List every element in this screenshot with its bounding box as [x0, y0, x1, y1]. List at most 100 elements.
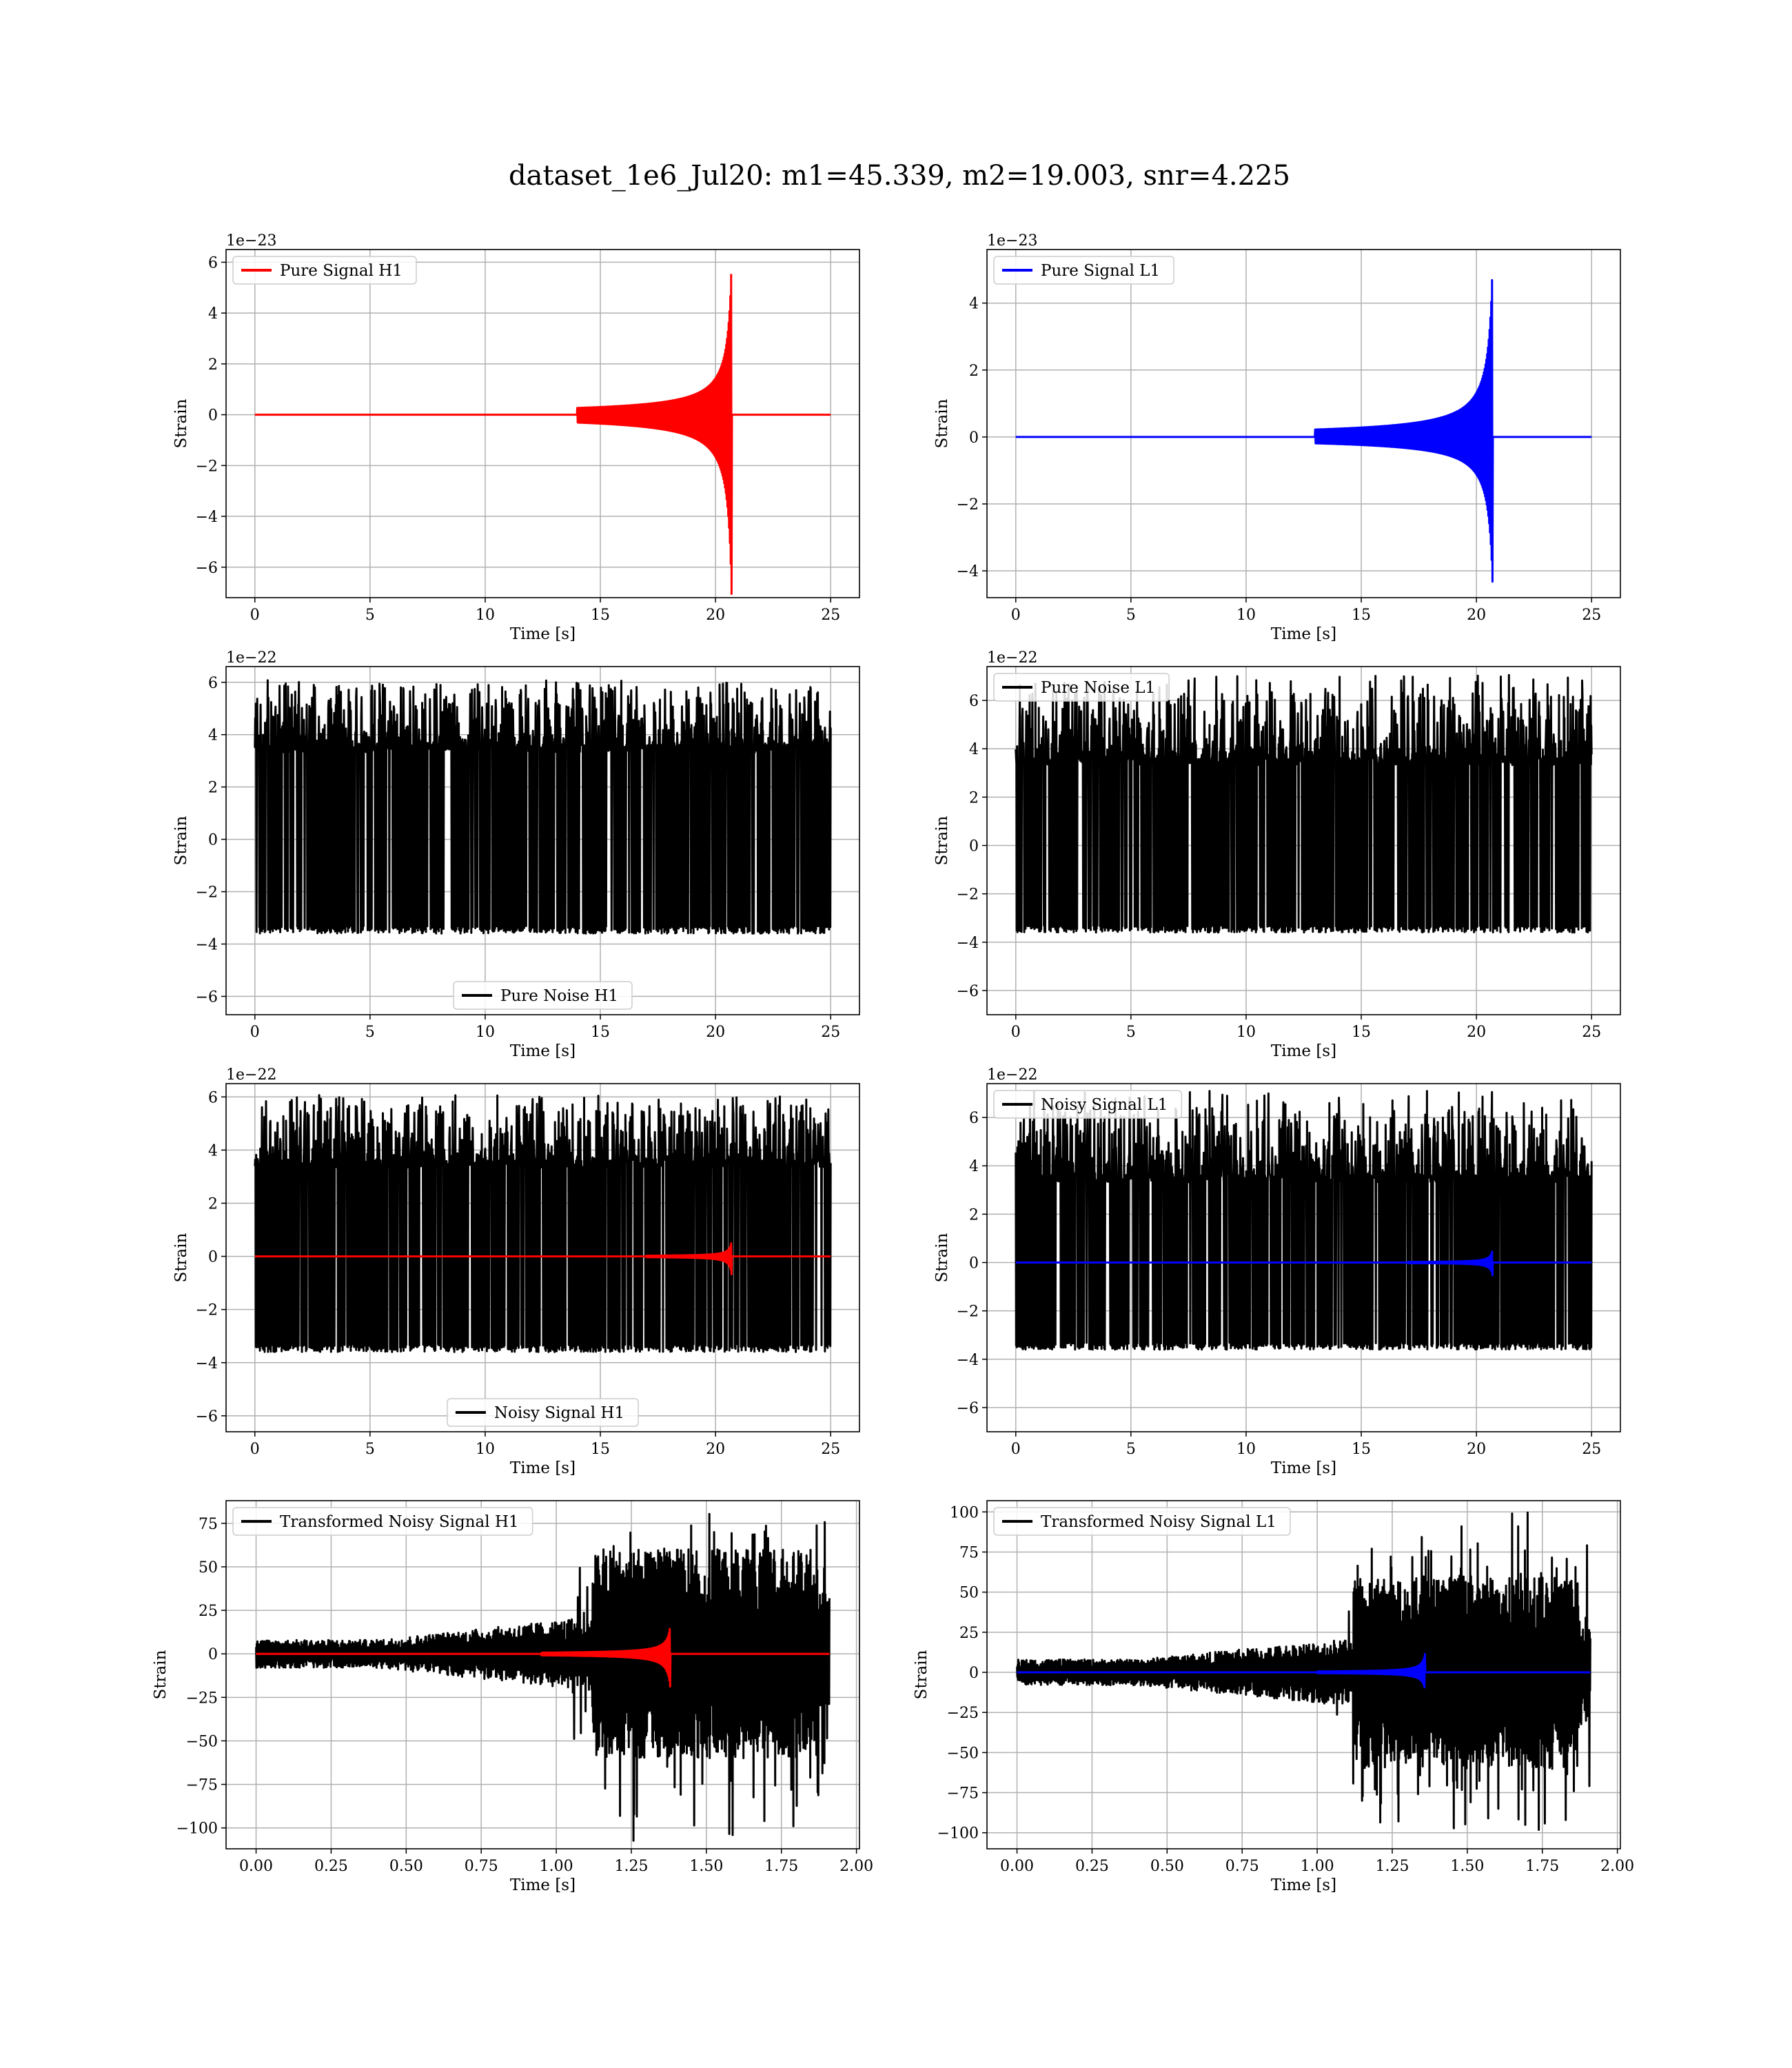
x-tick-label: 10: [476, 1024, 495, 1041]
x-tick-label: 20: [1467, 1441, 1486, 1458]
x-tick-label: 20: [706, 1441, 725, 1458]
y-axis-label: Strain: [933, 815, 951, 865]
x-tick-label: 2.00: [1600, 1858, 1634, 1875]
y-tick-label: −4: [196, 936, 218, 953]
x-tick-label: 5: [365, 1024, 375, 1041]
axis-offset-label: 1e−22: [226, 1066, 276, 1084]
legend-box: [993, 1507, 1291, 1536]
x-tick-label: 1.25: [1375, 1858, 1409, 1875]
y-tick-label: 6: [969, 1110, 979, 1127]
legend-box: [232, 1507, 533, 1536]
series-line: [255, 1512, 831, 1842]
x-tick-label: 5: [1126, 1024, 1136, 1041]
series-line: [1015, 278, 1593, 583]
x-tick-label: 1.25: [614, 1858, 648, 1875]
x-tick-label: 0.50: [389, 1858, 423, 1875]
y-tick-label: 0: [208, 407, 218, 425]
subplot-4: 0 5 10 15 20 25 −6 −4 −2 0 2 4 6 Time [s] Strain 1e−22P…: [933, 649, 1621, 1060]
series-line: [254, 1242, 832, 1276]
x-tick-label: 5: [1126, 607, 1136, 624]
x-tick-label: 15: [591, 607, 610, 624]
x-tick-label: 5: [1126, 1441, 1136, 1458]
legend-label: Transformed Noisy Signal L1: [1041, 1513, 1276, 1531]
x-axis-label: Time [s]: [510, 625, 576, 643]
y-tick-label: −25: [186, 1690, 218, 1707]
subplot-3: 0 5 10 15 20 25 −6 −4 −2 0 2 4 6 Time [s] Strain 1e−22 P…: [172, 649, 860, 1060]
x-tick-label: 10: [1236, 1024, 1256, 1041]
y-tick-label: 0: [208, 1646, 218, 1663]
axis-offset-label: 1e−22: [987, 1066, 1037, 1084]
legend: Noisy Signal L1: [993, 1090, 1183, 1119]
x-axis-label: Time [s]: [510, 1876, 576, 1894]
y-tick-label: −2: [957, 496, 979, 514]
y-tick-label: 50: [198, 1559, 218, 1577]
subplot-7: 0.00 0.25 0.50 0.75 1.00 1.25 1.50 1.75 2.00 −100…: [152, 1500, 873, 1894]
y-tick-label: 2: [208, 780, 218, 797]
legend-box: [453, 981, 633, 1010]
y-tick-label: −4: [957, 563, 979, 580]
x-tick-label: 10: [1236, 607, 1256, 624]
x-tick-label: 25: [1582, 607, 1601, 624]
y-tick-label: 2: [969, 789, 979, 807]
x-tick-label: 1.75: [764, 1858, 798, 1875]
series-line: [1016, 1511, 1591, 1831]
x-tick-label: 20: [706, 607, 725, 624]
legend: Pure Noise L1: [993, 673, 1170, 702]
y-tick-label: 2: [969, 363, 979, 380]
y-tick-label: 4: [208, 305, 218, 323]
y-tick-label: 4: [208, 727, 218, 744]
x-tick-label: 0.00: [239, 1858, 273, 1875]
series-line: [1015, 1250, 1593, 1277]
subplot-5: 0 5 10 15 20 25 −6 −4 −2 0 2 4 6 Time [s] Strain 1e−22 N…: [172, 1066, 860, 1477]
y-tick-label: 50: [959, 1585, 979, 1602]
x-tick-label: 15: [591, 1024, 610, 1041]
axes-frame: [986, 249, 1621, 598]
x-tick-label: 2.00: [839, 1858, 873, 1875]
y-axis-label: Strain: [913, 1650, 930, 1699]
y-tick-label: 4: [969, 296, 979, 313]
axes-frame: [986, 1500, 1621, 1849]
y-tick-label: −75: [186, 1777, 218, 1794]
axes-frame: [225, 249, 860, 598]
legend: Transformed Noisy Signal L1: [993, 1507, 1291, 1536]
y-tick-label: 25: [198, 1603, 218, 1620]
x-tick-label: 0: [1011, 1024, 1021, 1041]
y-tick-label: 75: [959, 1544, 979, 1561]
x-tick-label: 25: [821, 1441, 840, 1458]
x-tick-label: 10: [476, 1441, 495, 1458]
y-tick-label: 0: [969, 429, 979, 447]
y-tick-label: −4: [957, 935, 979, 952]
series-line: [254, 274, 832, 595]
axis-offset-label: 1e−23: [987, 232, 1037, 250]
x-tick-label: 0.00: [1000, 1858, 1034, 1875]
legend-label: Pure Signal H1: [280, 262, 403, 280]
axis-offset-label: 1e−22: [987, 649, 1037, 667]
y-tick-label: 0: [969, 838, 979, 855]
x-axis-label: Time [s]: [1271, 1042, 1336, 1060]
y-tick-label: 4: [969, 741, 979, 758]
y-axis-label: Strain: [172, 398, 190, 448]
x-tick-label: 10: [476, 607, 495, 624]
x-tick-label: 15: [591, 1441, 610, 1458]
legend-box: [447, 1398, 639, 1427]
y-tick-label: −4: [957, 1352, 979, 1369]
x-tick-label: 10: [1236, 1441, 1256, 1458]
legend-label: Pure Noise L1: [1041, 679, 1155, 697]
x-tick-label: 25: [1582, 1441, 1601, 1458]
x-tick-label: 15: [1352, 1441, 1371, 1458]
legend: Pure Signal H1: [232, 256, 417, 285]
x-tick-label: 20: [706, 1024, 725, 1041]
legend-label: Pure Signal L1: [1041, 262, 1160, 280]
y-tick-label: −2: [196, 1302, 218, 1319]
y-tick-label: −75: [947, 1785, 979, 1803]
legend-label: Noisy Signal L1: [1041, 1096, 1168, 1114]
y-tick-label: −2: [196, 458, 218, 475]
x-tick-label: 5: [365, 607, 375, 624]
y-tick-label: 2: [208, 356, 218, 374]
series-line: [255, 1628, 831, 1688]
y-tick-label: −6: [196, 1408, 218, 1426]
x-tick-label: 25: [821, 1024, 840, 1041]
axis-offset-label: 1e−22: [226, 649, 276, 667]
x-tick-label: 25: [1582, 1024, 1601, 1041]
y-tick-label: −50: [186, 1733, 218, 1750]
